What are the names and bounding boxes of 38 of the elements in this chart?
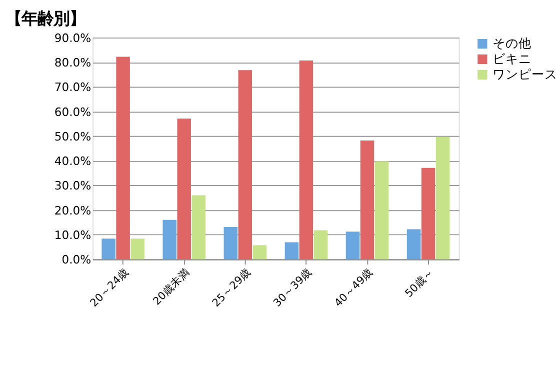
bar — [130, 238, 144, 260]
legend-label: ワンピース — [492, 66, 558, 82]
y-tick-label: 50.0% — [54, 129, 92, 144]
y-tick-label: 70.0% — [54, 80, 92, 94]
y-tick-label: 20.0% — [54, 203, 92, 218]
bar — [177, 118, 191, 260]
bar — [314, 230, 328, 260]
y-tick-label: 30.0% — [54, 178, 92, 193]
bar — [116, 56, 130, 260]
bar — [192, 195, 206, 260]
x-tick-label: 50歳～ — [402, 266, 437, 300]
x-tick-label: 20～24歳 — [87, 266, 132, 310]
x-tick-label: 25～29歳 — [210, 266, 254, 310]
y-tick-label: 40.0% — [54, 154, 92, 168]
y-tick-label: 90.0% — [54, 30, 92, 45]
bar — [102, 238, 116, 260]
bar — [284, 242, 299, 260]
y-tick-label: 10.0% — [54, 228, 92, 242]
bar — [299, 60, 314, 260]
y-tick-label: 0.0% — [62, 252, 92, 267]
bar — [238, 70, 252, 260]
bar — [436, 136, 450, 260]
chart-title: 【年齢別】 — [6, 9, 86, 28]
bar — [224, 226, 238, 260]
bar — [421, 168, 436, 260]
bar — [406, 229, 421, 260]
x-tick-label: 20歳未満 — [150, 266, 192, 308]
x-tick-label: 30～39歳 — [270, 266, 314, 310]
bar — [374, 161, 389, 260]
bar — [360, 140, 374, 260]
bar — [162, 220, 176, 260]
bar — [252, 245, 267, 260]
y-tick-label: 80.0% — [54, 56, 92, 70]
bar — [346, 232, 360, 260]
legend-label: ビキニ — [492, 51, 532, 66]
legend-label: その他 — [492, 36, 532, 51]
x-tick-label: 40～49歳 — [332, 266, 376, 310]
y-tick-label: 60.0% — [54, 104, 92, 119]
